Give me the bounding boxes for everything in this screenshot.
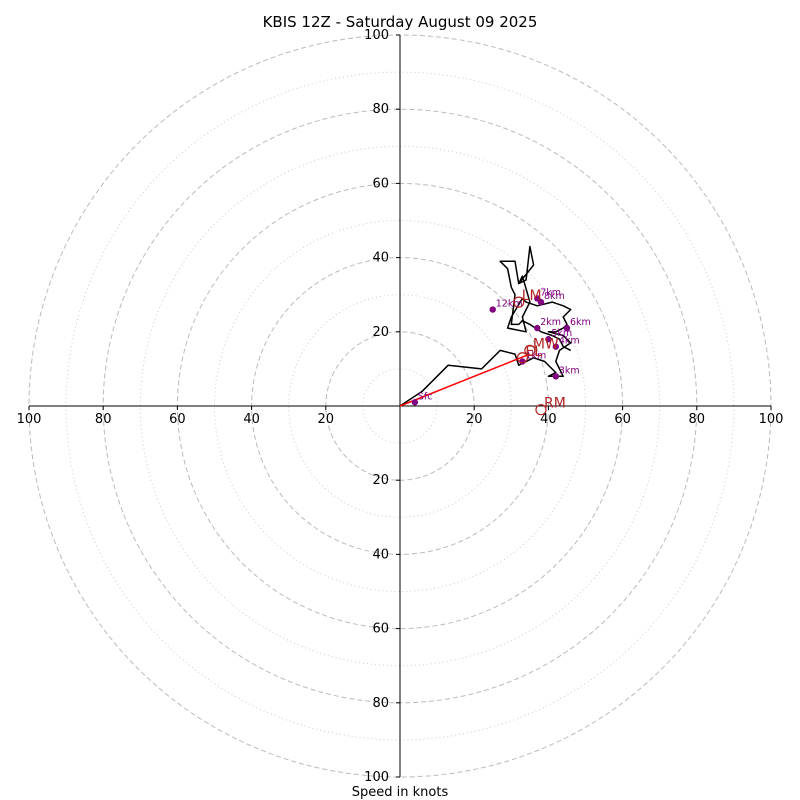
x-tick-label: 40 bbox=[243, 412, 260, 427]
shear-vector bbox=[399, 353, 531, 407]
height-point-3km bbox=[552, 373, 560, 380]
height-point-6km bbox=[563, 324, 571, 332]
wind-trace bbox=[399, 245, 572, 407]
x-tick-label: 20 bbox=[466, 412, 483, 427]
y-tick-label: 40 bbox=[372, 251, 389, 266]
height-point-sfc bbox=[411, 399, 419, 406]
y-tick-label: 60 bbox=[372, 622, 389, 637]
y-tick-label: 20 bbox=[372, 325, 389, 340]
height-label-7km: 7km bbox=[540, 287, 561, 298]
x-tick-label: 40 bbox=[540, 412, 557, 427]
height-label-sfc: Sfc bbox=[418, 391, 433, 402]
height-label-4km: 4km bbox=[559, 336, 580, 347]
height-point-2km bbox=[534, 324, 541, 332]
y-tick-label: 40 bbox=[372, 547, 389, 562]
x-tick-label: 60 bbox=[169, 412, 186, 427]
y-tick-label: 20 bbox=[372, 473, 389, 488]
motion-marker-mw bbox=[524, 344, 536, 356]
motion-label-lm: LM bbox=[522, 288, 542, 304]
height-label-3km: 3km bbox=[559, 365, 580, 376]
height-label-8km: 8km bbox=[544, 291, 565, 302]
x-tick-label: 80 bbox=[689, 412, 706, 427]
y-tick-label: 80 bbox=[372, 102, 389, 117]
x-tick-label: 80 bbox=[95, 412, 112, 427]
y-tick-label: 80 bbox=[372, 696, 389, 711]
x-tick-label: 100 bbox=[17, 412, 42, 427]
x-axis-label: Speed in knots bbox=[352, 785, 449, 800]
y-tick-label: 60 bbox=[372, 176, 389, 191]
height-point-4km bbox=[552, 343, 560, 350]
motion-label-mw: MW bbox=[533, 336, 559, 352]
height-label-1km: 1km bbox=[525, 350, 546, 361]
height-label-2km: 2km bbox=[540, 317, 561, 328]
x-tick-label: 60 bbox=[614, 412, 631, 427]
height-point-5km bbox=[545, 336, 552, 343]
height-point-12km bbox=[489, 306, 496, 313]
motion-label-el: EL bbox=[525, 344, 542, 360]
x-tick-label: 20 bbox=[318, 412, 335, 427]
height-label-6km: 6km bbox=[570, 317, 591, 328]
height-label-5km: 5km bbox=[551, 328, 572, 339]
motion-marker-lm bbox=[513, 296, 525, 308]
height-label-12km: 12km bbox=[496, 299, 523, 310]
y-tick-label: 100 bbox=[364, 770, 389, 785]
height-point-8km bbox=[537, 298, 545, 306]
tick-labels: 20 20 20 20 40 40 40 40 60 60 60 60 80 80 80 80 100 100 10… bbox=[17, 28, 784, 785]
x-tick-label: 100 bbox=[759, 412, 784, 427]
motion-marker-rm bbox=[535, 404, 547, 416]
motion-marker-el bbox=[516, 352, 529, 364]
chart-title: KBIS 12Z - Saturday August 09 2025 bbox=[263, 13, 538, 31]
motion-label-rm: RM bbox=[544, 396, 566, 412]
y-tick-label: 100 bbox=[364, 28, 389, 43]
